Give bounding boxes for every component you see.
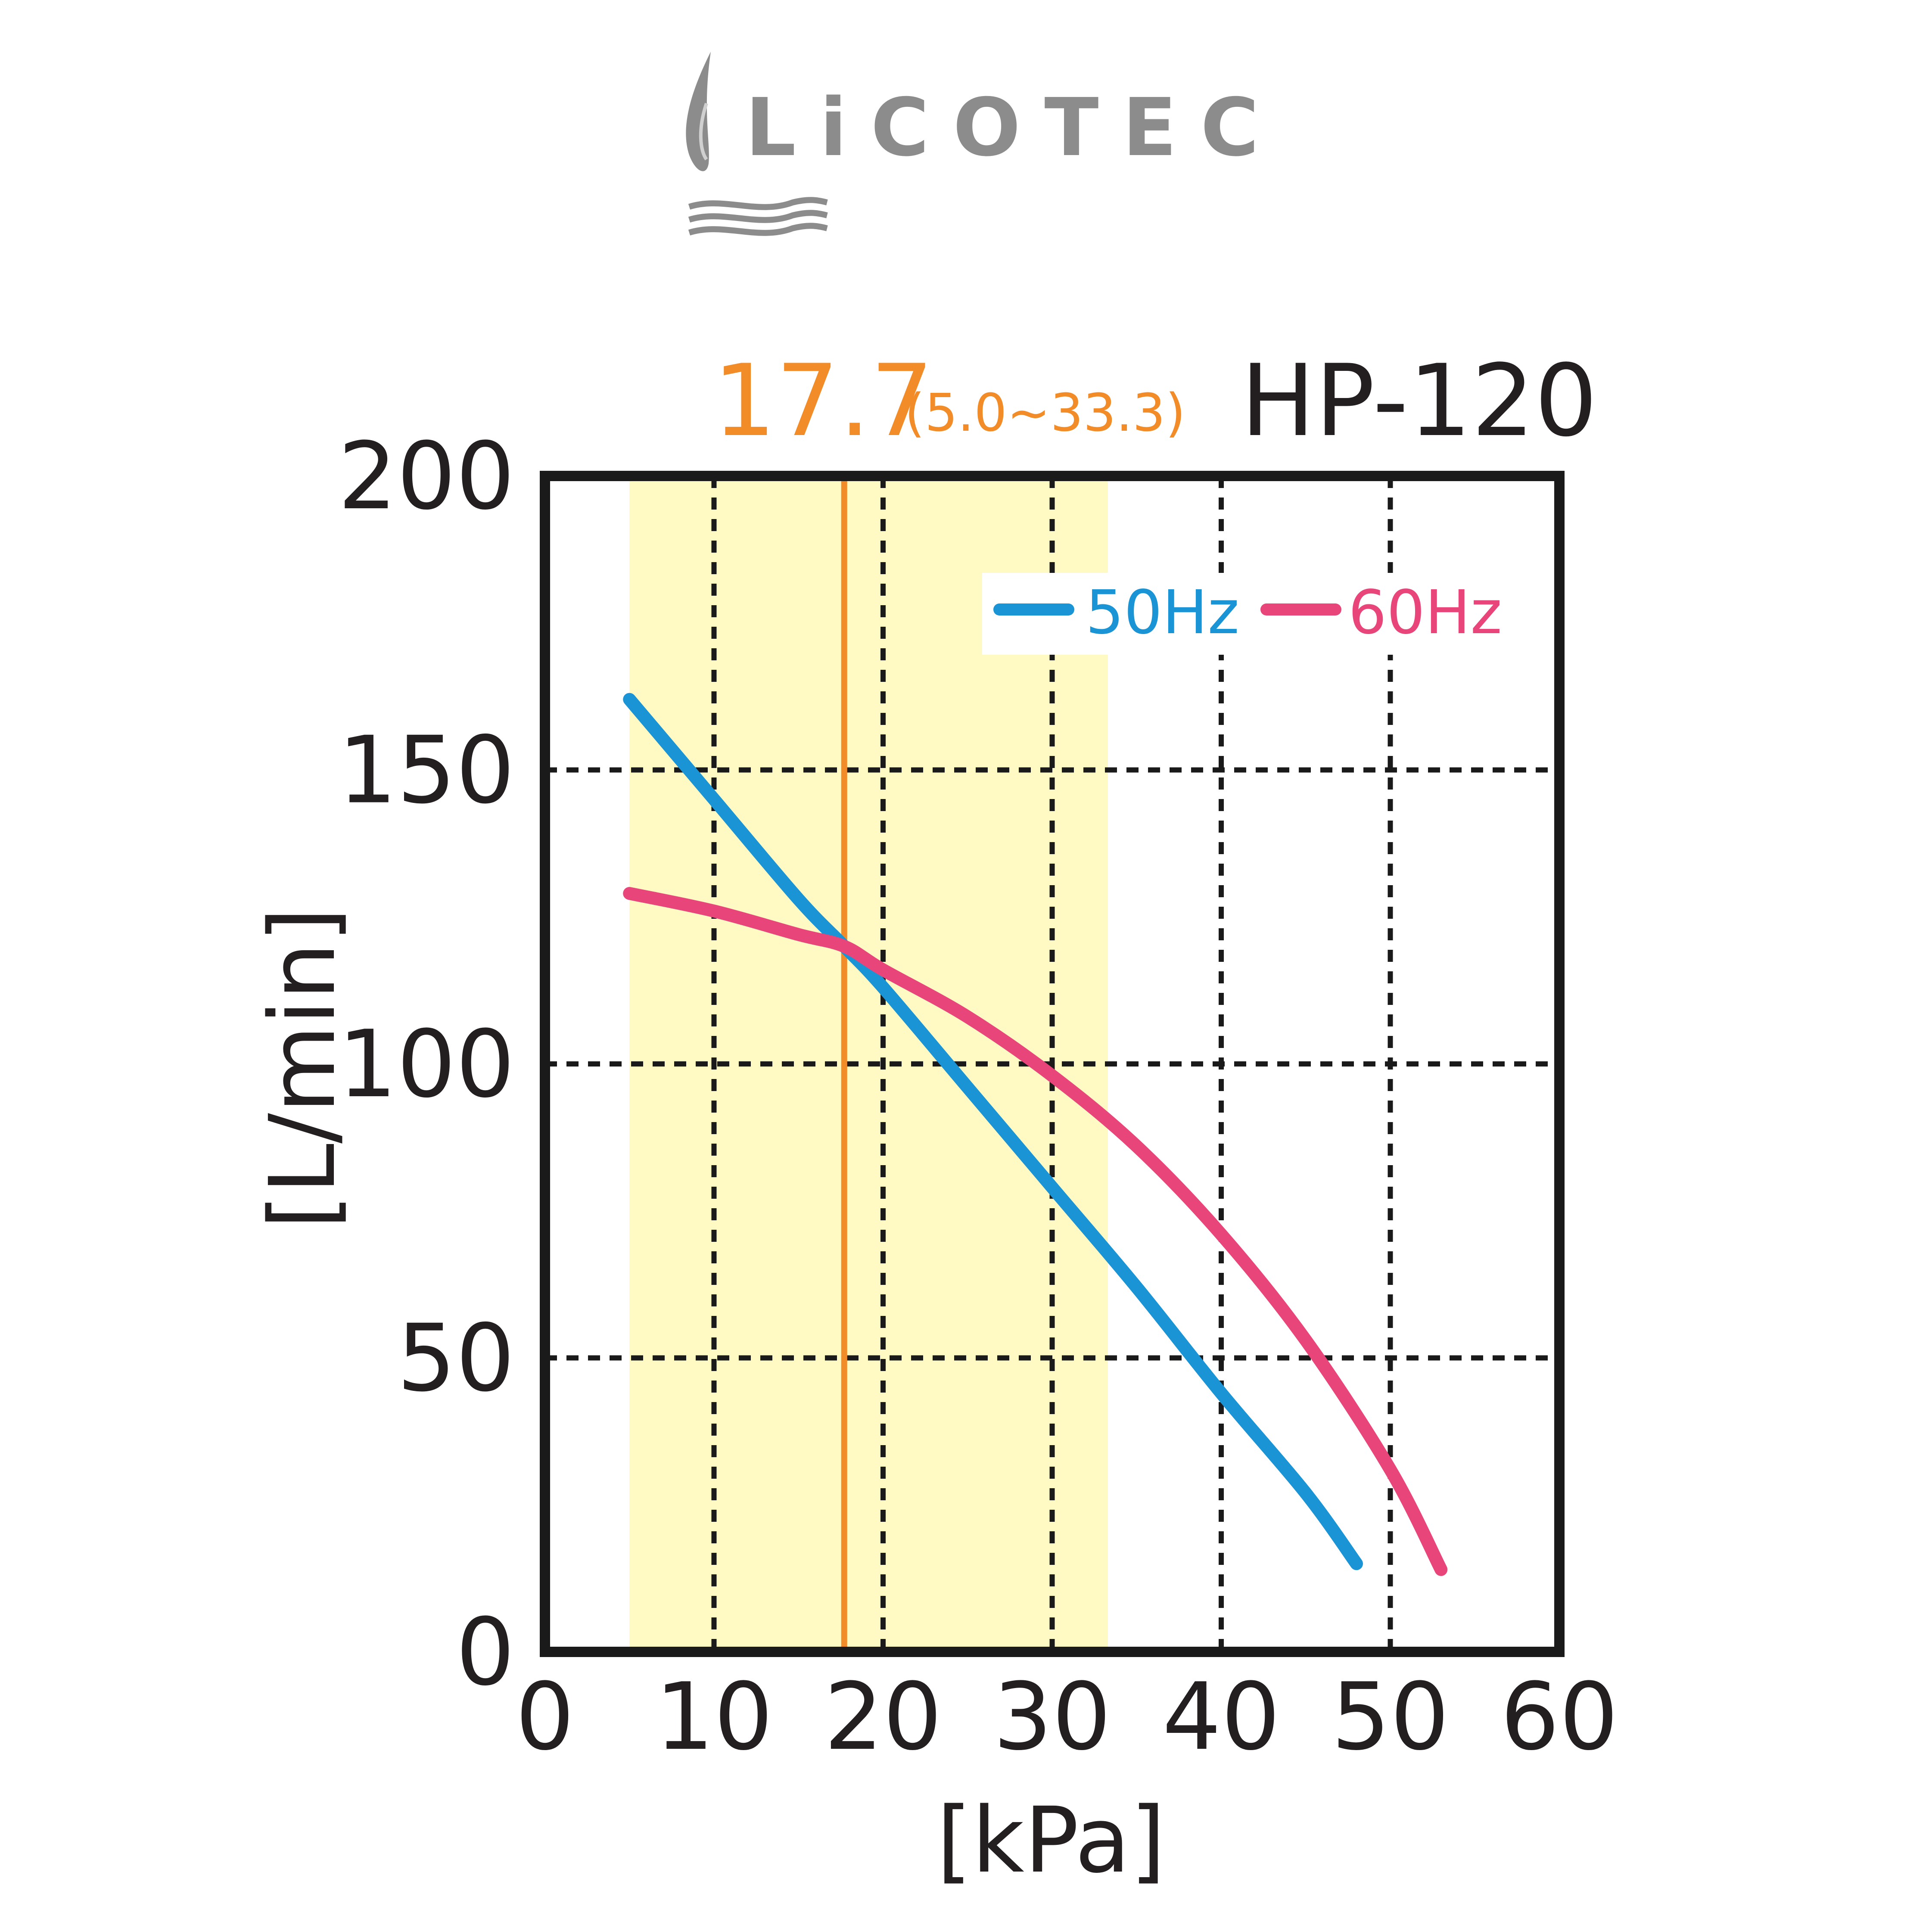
series-line-50hz	[623, 693, 1363, 1570]
x-tick-label: 40	[1162, 1663, 1280, 1771]
model-name: HP-120	[1241, 344, 1598, 459]
legend-label-60hz: 60Hz	[1348, 578, 1502, 648]
rated-pressure-value: 17.7	[713, 344, 933, 459]
flame-inner-icon	[699, 103, 708, 161]
x-tick-label: 30	[993, 1663, 1111, 1771]
waves-icon	[688, 197, 828, 236]
rated-pressure-range: (5.0~33.3)	[905, 383, 1185, 443]
y-tick-label: 150	[338, 716, 515, 824]
x-axis-label: [kPa]	[936, 1788, 1165, 1893]
legend: 50Hz 60Hz	[982, 573, 1502, 655]
licotec-logo: LiCOTEC	[686, 52, 1283, 236]
y-tick-label: 100	[338, 1010, 515, 1118]
brand-name: LiCOTEC	[745, 81, 1283, 174]
series-layer	[623, 693, 1448, 1576]
series-line-60hz	[623, 887, 1448, 1576]
x-tick-label: 50	[1332, 1663, 1450, 1771]
y-tick-label: 0	[456, 1598, 515, 1706]
flame-icon	[686, 52, 711, 171]
grid-lines	[545, 476, 1559, 1652]
legend-label-50hz: 50Hz	[1086, 578, 1239, 648]
x-tick-label: 20	[824, 1663, 942, 1771]
y-axis-label: [L/min]	[250, 907, 355, 1229]
y-tick-label: 200	[338, 422, 515, 530]
x-tick-labels: 0 10 20 30 40 50 60	[516, 1663, 1618, 1771]
x-tick-label: 60	[1500, 1663, 1618, 1771]
x-tick-label: 0	[516, 1663, 575, 1771]
plot-frame	[540, 471, 1565, 1657]
x-tick-label: 10	[655, 1663, 773, 1771]
y-tick-label: 50	[397, 1304, 515, 1412]
y-tick-labels: 0 50 100 150 200	[338, 422, 515, 1706]
